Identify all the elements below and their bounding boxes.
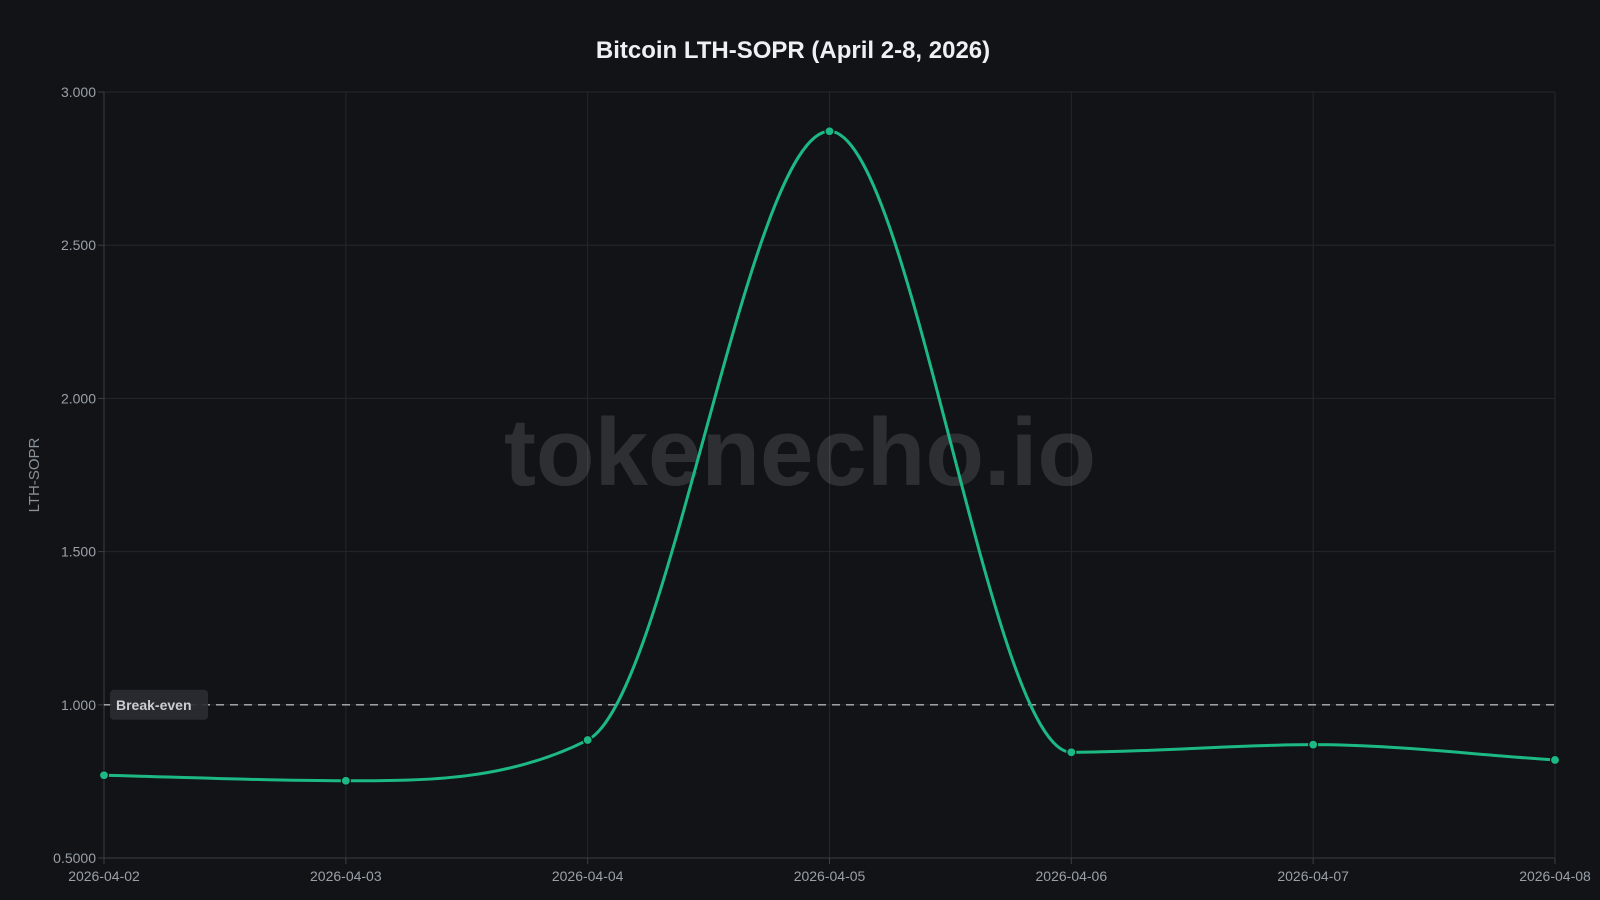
y-tick-label: 0.5000: [53, 850, 96, 866]
break-even-label-box: [110, 689, 208, 720]
data-point: [1308, 739, 1319, 750]
y-tick-label: 1.000: [61, 697, 96, 713]
x-tick-label: 2026-04-08: [1519, 868, 1591, 884]
break-even-reference: Break-even: [104, 689, 1555, 720]
y-tick-label: 3.000: [61, 84, 96, 100]
data-point: [1066, 747, 1077, 758]
axes: 0.5000 1.000 1.500 2.000 2.500 3.000 2026-04-0…: [53, 84, 1591, 884]
y-tick-label: 2.000: [61, 390, 96, 406]
data-point: [582, 734, 593, 746]
data-point: [340, 775, 351, 786]
y-axis-label: LTH-SOPR: [26, 437, 43, 512]
x-tick-label: 2026-04-05: [794, 868, 866, 884]
data-point: [1549, 754, 1561, 766]
data-point: [98, 770, 110, 781]
chart-title: Bitcoin LTH-SOPR (April 2-8, 2026): [596, 37, 990, 64]
break-even-label: Break-even: [116, 697, 192, 713]
x-tick-label: 2026-04-04: [552, 868, 624, 884]
x-tick-label: 2026-04-06: [1036, 868, 1108, 884]
x-tick-label: 2026-04-03: [310, 868, 382, 884]
series-layer: [98, 126, 1561, 786]
x-tick-label: 2026-04-07: [1277, 868, 1349, 884]
data-point: [824, 126, 835, 137]
y-tick-label: 2.500: [61, 237, 96, 253]
y-tick-label: 1.500: [61, 544, 96, 560]
x-tick-label: 2026-04-02: [68, 868, 140, 884]
watermark: tokenecho.io: [504, 399, 1096, 506]
